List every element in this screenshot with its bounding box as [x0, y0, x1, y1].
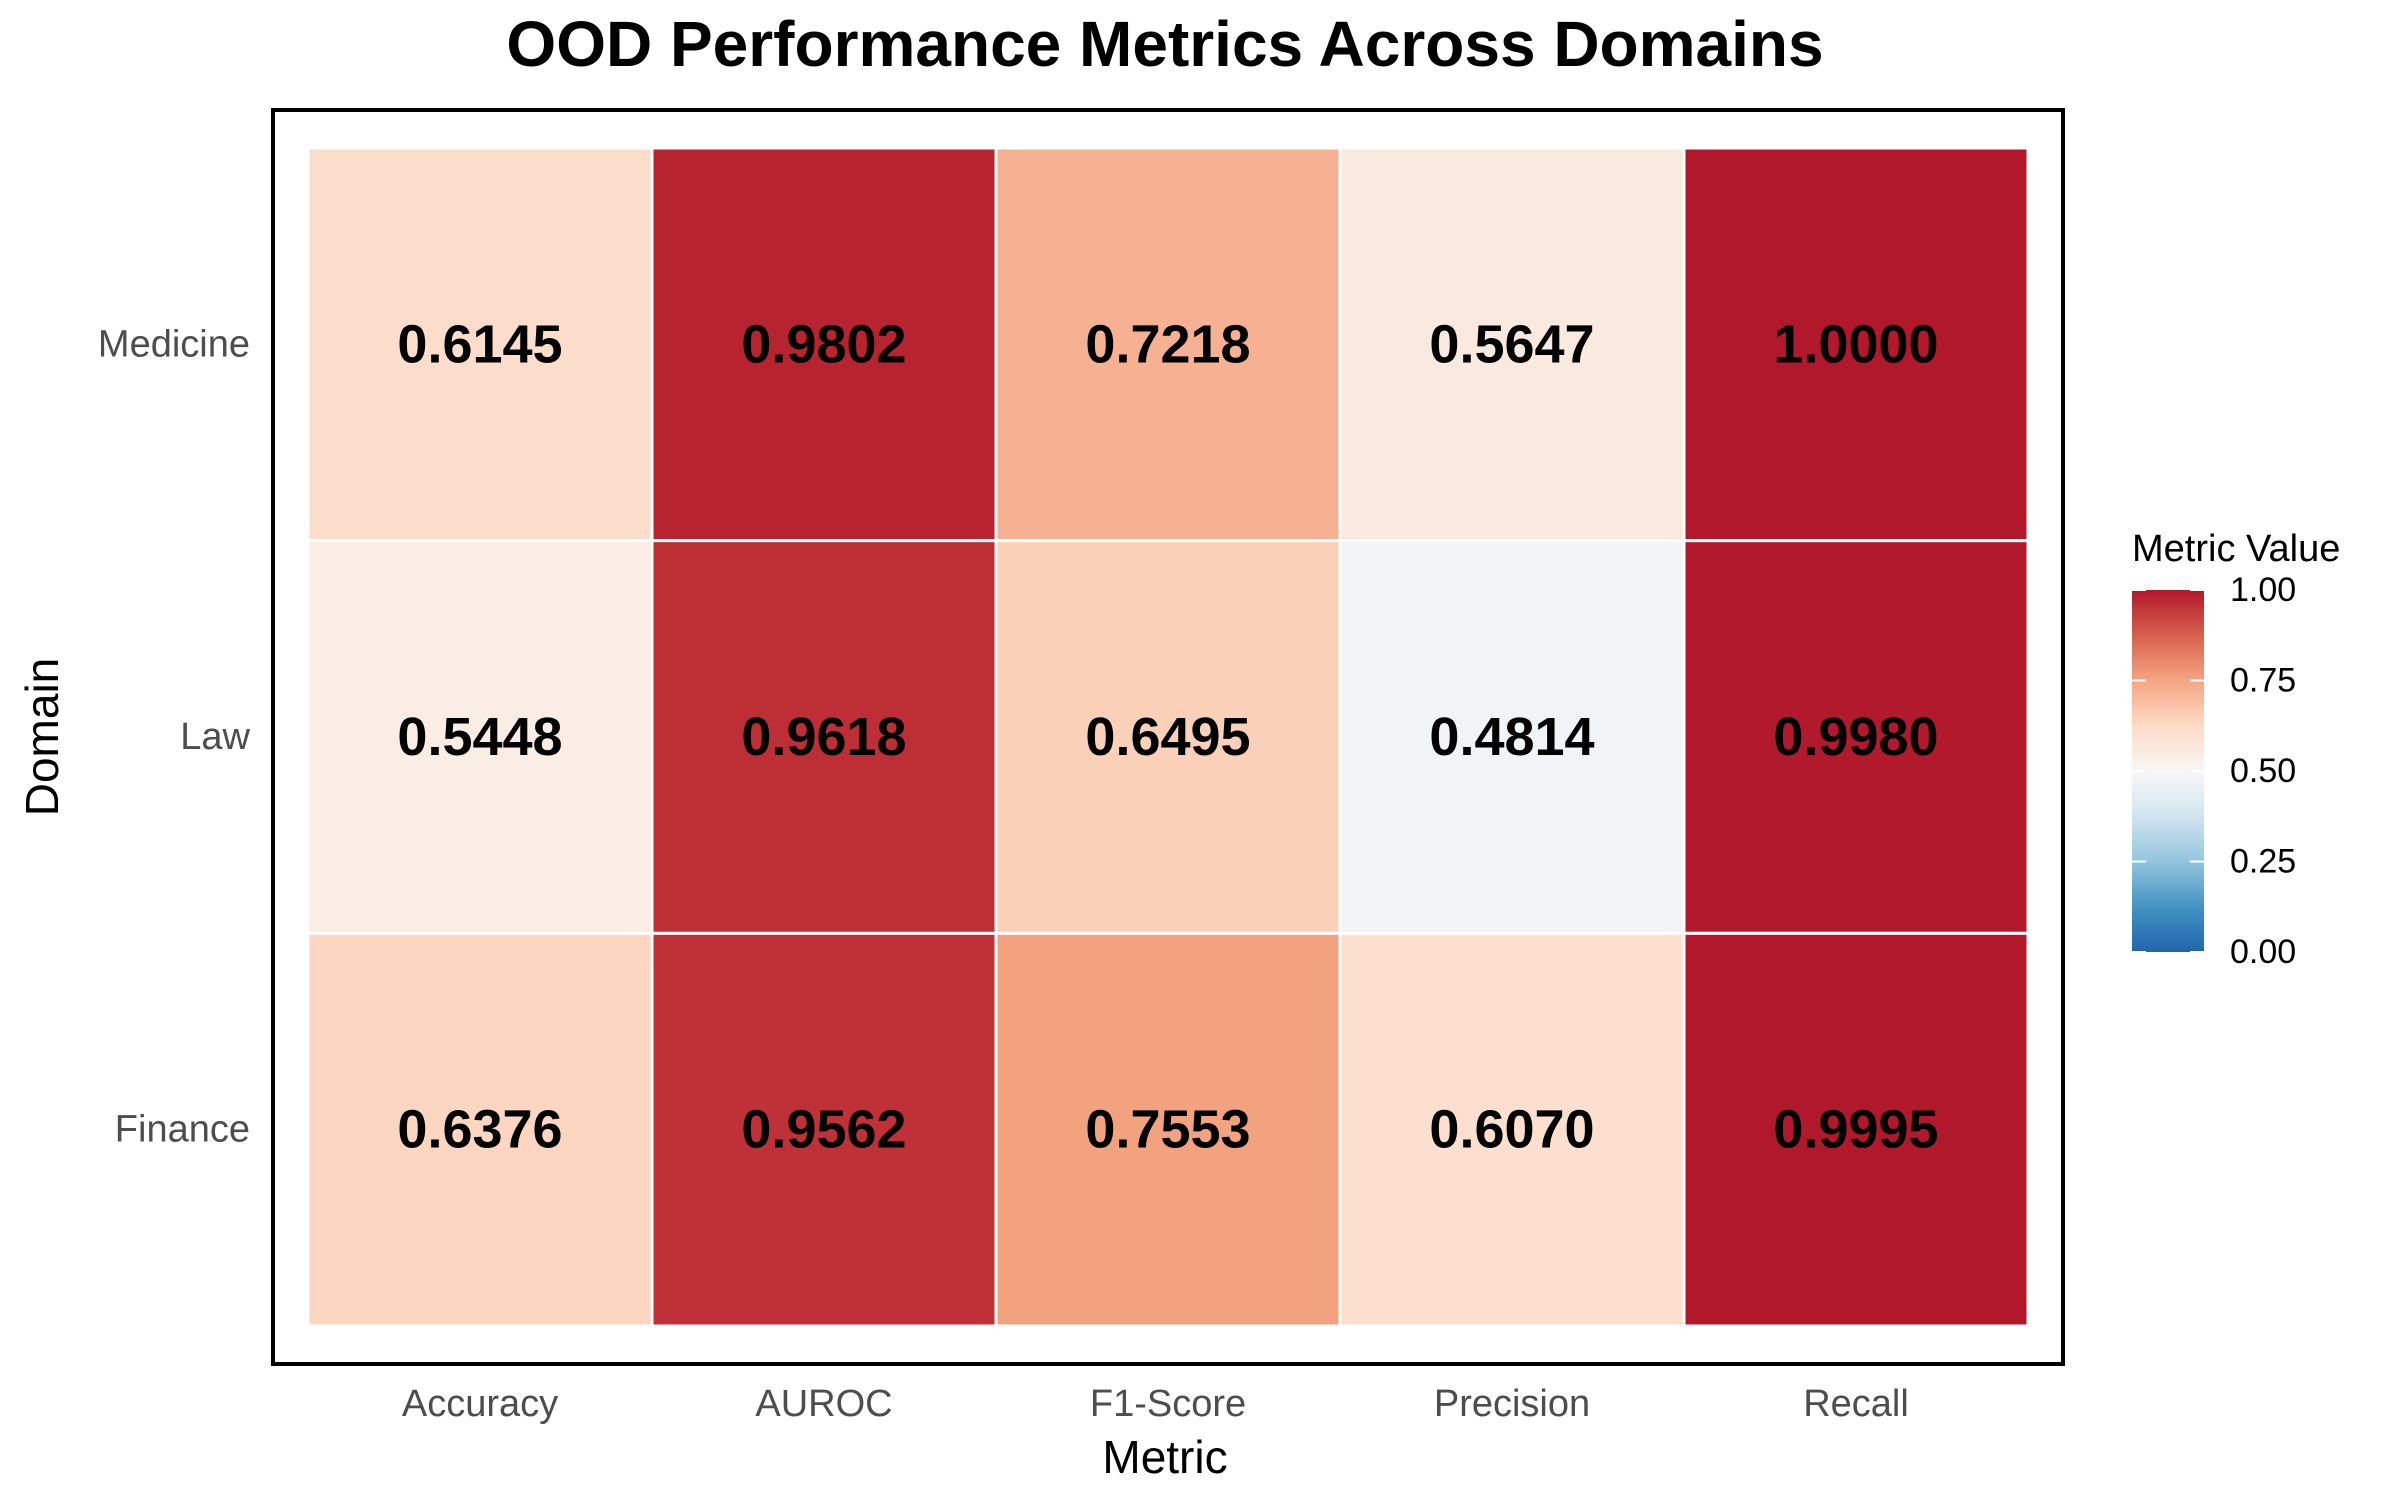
heatmap-cell	[1682, 931, 2030, 1328]
heatmap-cell	[1338, 539, 1686, 935]
heatmap-cell	[1338, 146, 1686, 543]
heatmap-cell	[994, 539, 1342, 935]
y-tick-label: Law	[180, 716, 250, 758]
heatmap-cell	[1682, 539, 2030, 935]
heatmap-cell	[1338, 931, 1686, 1328]
panel-border	[271, 108, 2065, 1366]
heatmap-cell	[650, 539, 998, 935]
legend-tick-label: 0.25	[2230, 843, 2296, 881]
cell-value-label: 1.0000	[1773, 314, 1938, 374]
heatmap-cell	[650, 931, 998, 1328]
cell-value-label: 0.7553	[1085, 1100, 1250, 1160]
heatmap-cell-labels: 0.6145 0.9802 0.7218 0.5647 1.0000 0.5448 0.96…	[397, 314, 1938, 1159]
x-tick-label: Precision	[1434, 1383, 1590, 1425]
cell-value-label: 0.6495	[1085, 707, 1250, 767]
cell-value-label: 0.4814	[1429, 707, 1594, 767]
y-tick-label: Medicine	[98, 323, 250, 365]
heatmap-cell	[994, 931, 1342, 1328]
heatmap-cell	[306, 539, 654, 935]
legend-title: Metric Value	[2132, 528, 2340, 570]
color-legend: Metric Value 0.00 0.25 0.50 0.75 1.00	[2132, 528, 2340, 971]
cell-value-label: 0.9802	[741, 314, 906, 374]
cell-value-label: 0.9562	[741, 1100, 906, 1160]
x-axis-label: Metric	[1102, 1431, 1227, 1483]
y-tick-label: Finance	[115, 1109, 250, 1151]
legend-tick-label: 0.75	[2230, 662, 2296, 700]
legend-tick-label: 0.50	[2230, 752, 2296, 790]
heatmap-cell	[306, 146, 654, 543]
heatmap-cell	[650, 146, 998, 543]
x-tick-label: Recall	[1803, 1383, 1909, 1425]
heatmap-cell	[306, 931, 654, 1328]
cell-value-label: 0.9995	[1773, 1100, 1938, 1160]
y-axis-ticks: Medicine Law Finance	[98, 323, 251, 1150]
x-axis-ticks: Accuracy AUROC F1-Score Precision Recall	[402, 1383, 1909, 1425]
x-tick-label: F1-Score	[1090, 1383, 1246, 1425]
cell-value-label: 0.9980	[1773, 707, 1938, 767]
cell-value-label: 0.6376	[397, 1100, 562, 1160]
legend-ticks: 0.00 0.25 0.50 0.75 1.00	[2132, 571, 2296, 971]
heatmap-cells	[306, 146, 2030, 1328]
x-tick-label: AUROC	[755, 1383, 892, 1425]
heatmap-cell	[994, 146, 1342, 543]
cell-value-label: 0.5647	[1429, 314, 1594, 374]
legend-tick-label: 0.00	[2230, 933, 2296, 971]
cell-value-label: 0.7218	[1085, 314, 1250, 374]
cell-value-label: 0.9618	[741, 707, 906, 767]
legend-tick-label: 1.00	[2230, 571, 2296, 609]
cell-value-label: 0.5448	[397, 707, 562, 767]
cell-value-label: 0.6145	[397, 314, 562, 374]
cell-value-label: 0.6070	[1429, 1100, 1594, 1160]
chart-title: OOD Performance Metrics Across Domains	[506, 8, 1823, 80]
x-tick-label: Accuracy	[402, 1383, 558, 1425]
y-axis-label: Domain	[16, 658, 68, 817]
